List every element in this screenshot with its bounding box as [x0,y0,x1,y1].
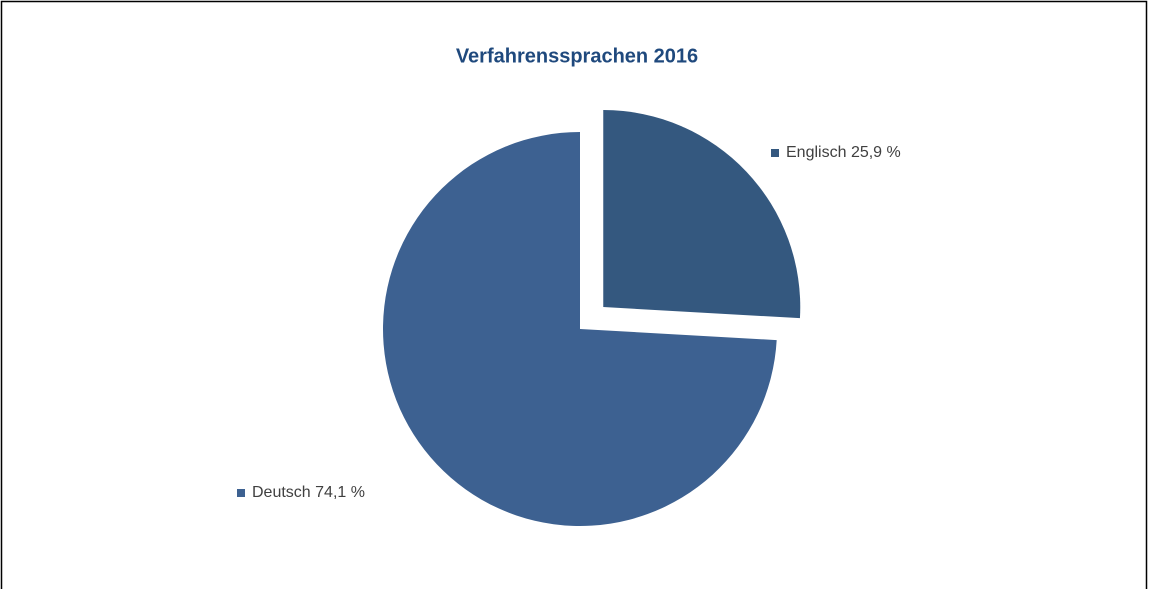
category-name: Englisch [786,144,846,161]
legend-marker [237,489,245,497]
pie-slice [383,132,777,526]
pie-slice [603,110,801,319]
category-name: Deutsch [252,484,311,501]
data-label: Deutsch 74,1 % [252,484,365,501]
data-label: Englisch 25,9 % [786,144,901,161]
value-label: 74,1 % [315,484,365,501]
chart-title: Verfahrenssprachen 2016 [456,45,698,67]
legend-marker [771,149,779,157]
value-label: 25,9 % [851,144,901,161]
